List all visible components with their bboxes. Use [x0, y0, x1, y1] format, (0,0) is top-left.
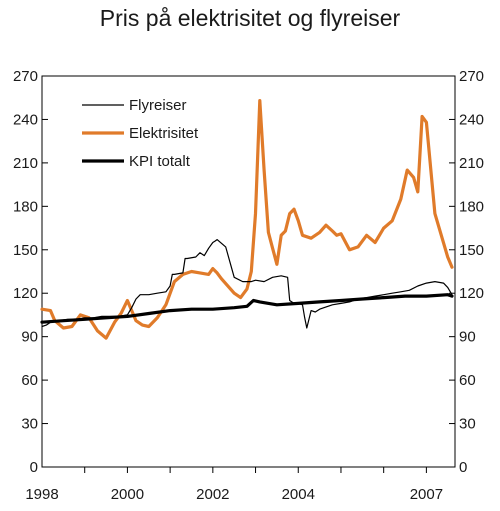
- series-layer: [40, 98, 454, 340]
- y-tick-label-left: 90: [21, 329, 38, 346]
- x-tick-label: 2007: [410, 486, 443, 503]
- y-tick-label-right: 60: [459, 372, 476, 389]
- x-tick-label: 1998: [25, 486, 58, 503]
- y-tick-label-right: 90: [459, 329, 476, 346]
- x-tick-label: 2000: [111, 486, 144, 503]
- plot-border: [41, 75, 456, 468]
- left-axis: 0 30 60 90 120 150 180 210 240 270: [13, 68, 48, 476]
- y-tick-label-left: 210: [13, 155, 38, 172]
- y-tick-label-left: 0: [30, 459, 38, 476]
- x-tick-label: 2004: [282, 486, 315, 503]
- x-tick-label: 2002: [196, 486, 229, 503]
- series-line-kpi-totalt: [40, 293, 454, 324]
- x-axis: 1998 2000 2002 2004 2007: [25, 467, 443, 503]
- chart-title: Pris på elektrisitet og flyreiser: [100, 5, 401, 31]
- legend: Flyreiser Elektrisitet KPI totalt: [82, 97, 199, 170]
- y-tick-label-right: 210: [459, 155, 484, 172]
- y-tick-label-left: 60: [21, 372, 38, 389]
- y-tick-label-right: 0: [459, 459, 467, 476]
- y-tick-label-right: 240: [459, 111, 484, 128]
- legend-label: KPI totalt: [129, 153, 191, 170]
- y-tick-label-right: 150: [459, 242, 484, 259]
- y-tick-label-left: 270: [13, 68, 38, 85]
- plot-frame: [41, 75, 456, 468]
- y-tick-label-left: 180: [13, 198, 38, 215]
- series-line-elektrisitet: [40, 98, 454, 340]
- y-tick-label-left: 150: [13, 242, 38, 259]
- y-tick-label-right: 30: [459, 416, 476, 433]
- right-axis: 0 30 60 90 120 150 180 210 240 270: [449, 68, 484, 476]
- y-tick-label-left: 30: [21, 416, 38, 433]
- y-tick-label-left: 120: [13, 285, 38, 302]
- legend-label: Elektrisitet: [129, 125, 199, 142]
- y-tick-label-left: 240: [13, 111, 38, 128]
- y-tick-label-right: 180: [459, 198, 484, 215]
- y-tick-label-right: 270: [459, 68, 484, 85]
- legend-label: Flyreiser: [129, 97, 187, 114]
- y-tick-label-right: 120: [459, 285, 484, 302]
